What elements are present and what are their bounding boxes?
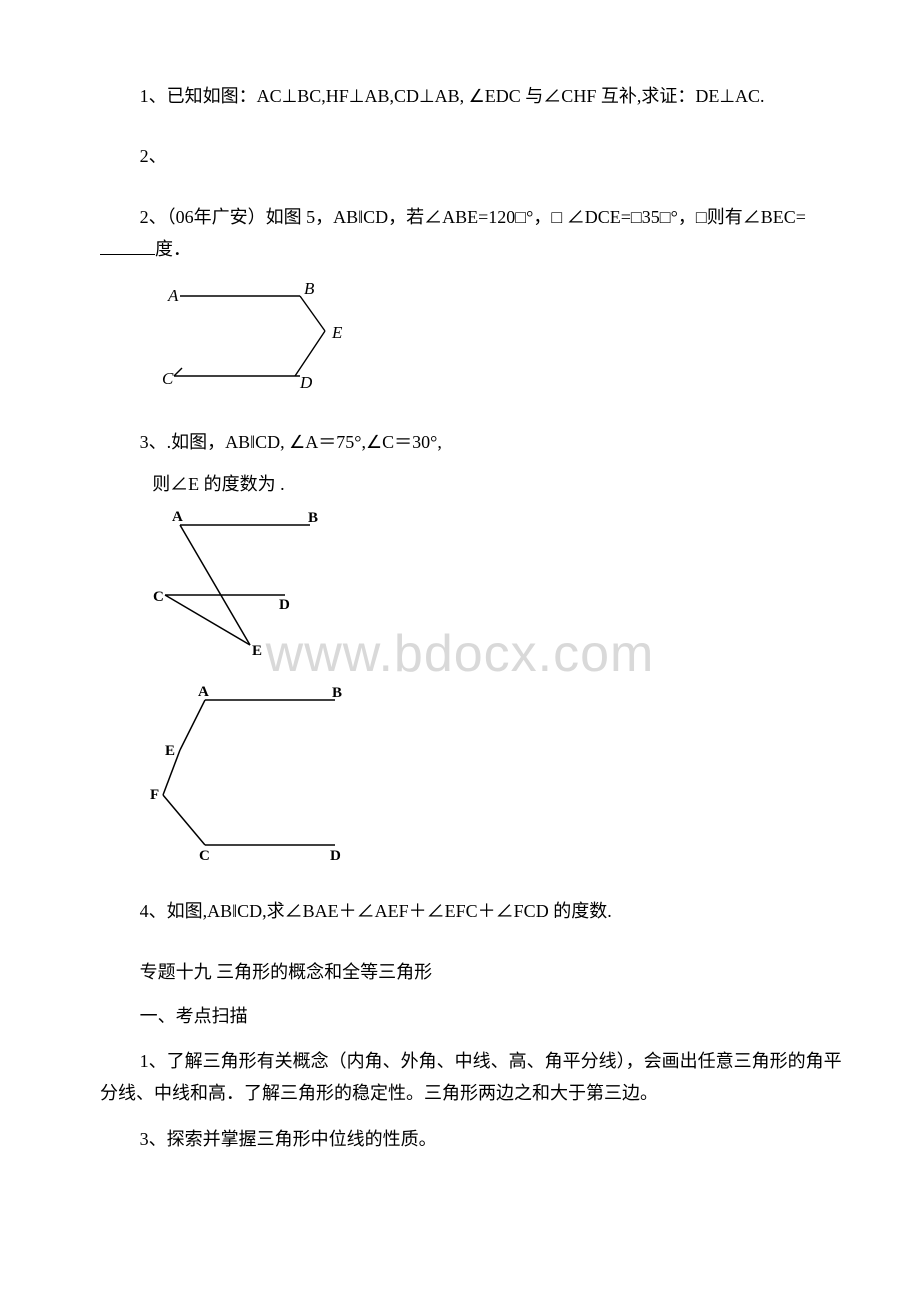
question-2a: 2、 bbox=[100, 140, 850, 172]
q2b-text-post: 度． bbox=[155, 239, 191, 259]
label-b: B bbox=[304, 279, 315, 298]
label-a: A bbox=[198, 685, 209, 700]
question-1: 1、已知如图：AC⊥BC,HF⊥AB,CD⊥AB, ∠EDC 与∠CHF 互补,… bbox=[100, 80, 850, 112]
label-f: F bbox=[150, 787, 159, 803]
document-body: 1、已知如图：AC⊥BC,HF⊥AB,CD⊥AB, ∠EDC 与∠CHF 互补,… bbox=[100, 80, 850, 1156]
label-c: C bbox=[162, 369, 174, 388]
label-b: B bbox=[332, 685, 342, 701]
figure-3: A B E F C D bbox=[150, 685, 850, 865]
topic-title: 专题十九 三角形的概念和全等三角形 bbox=[100, 956, 850, 988]
label-d: D bbox=[299, 373, 313, 392]
question-3a: 3、.如图，AB‖CD, ∠A＝75°,∠C＝30°, bbox=[100, 426, 850, 458]
label-e: E bbox=[331, 323, 343, 342]
label-d: D bbox=[330, 848, 341, 864]
figure-2: A B C D E bbox=[150, 510, 850, 655]
topic-p3: 3、探索并掌握三角形中位线的性质。 bbox=[100, 1123, 850, 1155]
question-3b: 则∠E 的度数为 . bbox=[100, 468, 850, 500]
label-c: C bbox=[199, 848, 210, 864]
label-e: E bbox=[165, 743, 175, 759]
label-a: A bbox=[172, 510, 183, 525]
question-2b: 2、（06年广安）如图 5，AB‖CD，若∠ABE=120□°，□ ∠DCE=□… bbox=[100, 201, 850, 266]
topic-p1: 1、了解三角形有关概念（内角、外角、中线、高、角平分线），会画出任意三角形的角平… bbox=[100, 1045, 850, 1110]
label-e: E bbox=[252, 643, 262, 655]
question-4: 4、如图,AB‖CD,求∠BAE＋∠AEF＋∠EFC＋∠FCD 的度数. bbox=[100, 895, 850, 927]
label-a: A bbox=[167, 286, 179, 305]
label-b: B bbox=[308, 510, 318, 526]
q2b-text-pre: 2、（06年广安）如图 5，AB‖CD，若∠ABE=120□°，□ ∠DCE=□… bbox=[140, 207, 806, 227]
blank-bec bbox=[100, 237, 155, 255]
topic-sub: 一、考点扫描 bbox=[100, 1000, 850, 1032]
label-d: D bbox=[279, 597, 290, 613]
figure-1: A B E C D bbox=[150, 276, 850, 396]
label-c: C bbox=[153, 589, 164, 605]
